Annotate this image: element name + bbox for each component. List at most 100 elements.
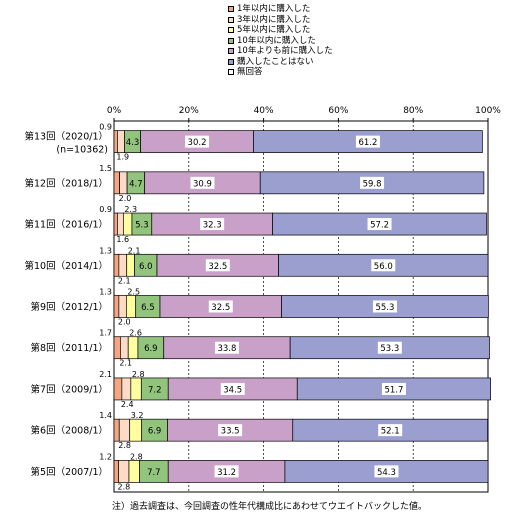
data-label-bg bbox=[218, 424, 243, 437]
data-label: 6.5 bbox=[141, 303, 155, 313]
bar-segment bbox=[113, 171, 120, 195]
data-label: 33.5 bbox=[221, 427, 240, 437]
bar-segment bbox=[117, 130, 125, 153]
legend-label: 購入したことはない bbox=[237, 56, 314, 67]
bar-segment bbox=[113, 377, 123, 401]
bar-segment bbox=[113, 212, 118, 236]
data-label: 4.7 bbox=[129, 179, 143, 189]
data-label-bg bbox=[367, 218, 392, 231]
bar-segment bbox=[119, 171, 128, 195]
bar-segment bbox=[113, 253, 120, 277]
data-label: 61.2 bbox=[358, 138, 377, 148]
bar-segment bbox=[118, 460, 130, 483]
data-label: 6.9 bbox=[144, 344, 158, 354]
data-label: 33.8 bbox=[217, 344, 236, 354]
data-label: 6.0 bbox=[139, 262, 153, 272]
category-label: 第10回（2014/1） bbox=[24, 260, 108, 272]
category-label: 第13回（2020/1） bbox=[24, 131, 108, 143]
data-label: 2.1 bbox=[99, 370, 112, 379]
legend-item: 5年以内に購入した bbox=[228, 25, 333, 36]
data-label: 2.1 bbox=[128, 246, 141, 255]
data-label: 31.2 bbox=[217, 468, 236, 478]
data-label-bg bbox=[220, 382, 245, 395]
bar-segment bbox=[118, 253, 128, 277]
data-label-bg bbox=[200, 218, 225, 231]
data-label: 32.5 bbox=[211, 303, 230, 313]
bar-segment bbox=[113, 295, 120, 318]
bar-segment bbox=[113, 336, 121, 360]
data-label: 4.3 bbox=[126, 138, 140, 148]
data-label: 30.9 bbox=[193, 179, 212, 189]
bar-segment bbox=[118, 418, 131, 442]
data-label: 2.4 bbox=[121, 400, 134, 409]
data-label: 0.9 bbox=[99, 123, 112, 132]
x-tick-label: 80% bbox=[403, 106, 423, 116]
chart-footnote: 注）過去調査は、今回調査の性年代構成比にあわせてウエイトバックした値。 bbox=[112, 502, 428, 512]
category-label: 第5回（2007/1） bbox=[31, 466, 108, 478]
legend-swatch bbox=[228, 16, 234, 23]
category-label: 第6回（2008/1） bbox=[31, 425, 108, 437]
bar-segment bbox=[125, 295, 137, 318]
legend-label: 3年以内に購入した bbox=[237, 14, 311, 25]
legend-label: 無回答 bbox=[237, 67, 263, 77]
data-label: 30.2 bbox=[188, 138, 207, 148]
bar-segment bbox=[121, 377, 132, 401]
category-label: 第12回（2018/1） bbox=[24, 177, 108, 189]
data-label: 2.0 bbox=[118, 318, 131, 327]
data-label: 1.3 bbox=[99, 246, 112, 255]
legend-label: 10年以内に購入した bbox=[237, 35, 316, 46]
bar-segment bbox=[130, 377, 142, 401]
data-label: 2.5 bbox=[127, 288, 140, 297]
data-label: 1.7 bbox=[99, 329, 112, 338]
data-label-bg bbox=[205, 259, 230, 272]
data-label: 52.1 bbox=[381, 427, 400, 437]
data-label-bg bbox=[185, 135, 210, 148]
legend-item: 10年よりも前に購入した bbox=[228, 46, 333, 57]
data-label: 1.3 bbox=[99, 288, 112, 297]
data-label: 7.7 bbox=[147, 468, 161, 478]
data-label: 0.9 bbox=[99, 205, 112, 214]
data-label: 1.2 bbox=[99, 452, 112, 461]
data-label: 54.3 bbox=[377, 468, 396, 478]
legend-swatch bbox=[228, 48, 234, 55]
legend-swatch bbox=[228, 58, 234, 65]
data-label-bg bbox=[360, 176, 385, 189]
data-label-bg bbox=[214, 341, 239, 354]
data-label: 2.1 bbox=[118, 276, 131, 285]
legend-item: 無回答 bbox=[228, 67, 333, 78]
data-label: 1.9 bbox=[116, 153, 129, 162]
legend-item: 購入したことはない bbox=[228, 57, 333, 68]
data-label: 2.8 bbox=[118, 441, 131, 450]
data-label: 2.8 bbox=[132, 370, 145, 379]
data-label: 6.9 bbox=[148, 427, 162, 437]
data-label-bg bbox=[372, 300, 397, 313]
legend-item: 3年以内に購入した bbox=[228, 15, 333, 26]
x-tick-label: 0% bbox=[107, 106, 122, 116]
bar-segment bbox=[129, 418, 143, 442]
data-label: 57.2 bbox=[370, 221, 389, 231]
legend-item: 1年以内に購入した bbox=[228, 4, 333, 15]
data-label: 56.0 bbox=[374, 262, 393, 272]
x-tick-label: 40% bbox=[254, 106, 274, 116]
data-label: 3.2 bbox=[131, 411, 144, 420]
bar-segment bbox=[113, 418, 120, 442]
bar-segment bbox=[117, 212, 124, 236]
legend-swatch bbox=[228, 69, 234, 76]
data-label: 2.1 bbox=[119, 359, 132, 368]
data-label: 2.6 bbox=[129, 329, 142, 338]
data-label: 5.3 bbox=[135, 221, 149, 231]
bar-segment bbox=[118, 295, 127, 318]
legend-item: 10年以内に購入した bbox=[228, 36, 333, 47]
legend-label: 5年以内に購入した bbox=[237, 25, 311, 35]
data-label-bg bbox=[381, 382, 406, 395]
data-label-bg bbox=[371, 259, 396, 272]
legend-swatch bbox=[228, 6, 234, 13]
bar-segment bbox=[113, 460, 119, 483]
data-label: 2.8 bbox=[130, 452, 143, 461]
data-label: 1.5 bbox=[99, 164, 112, 173]
bar-segment bbox=[120, 336, 129, 360]
x-tick-label: 60% bbox=[328, 106, 348, 116]
data-label-bg bbox=[355, 135, 380, 148]
data-label: 32.5 bbox=[208, 262, 227, 272]
